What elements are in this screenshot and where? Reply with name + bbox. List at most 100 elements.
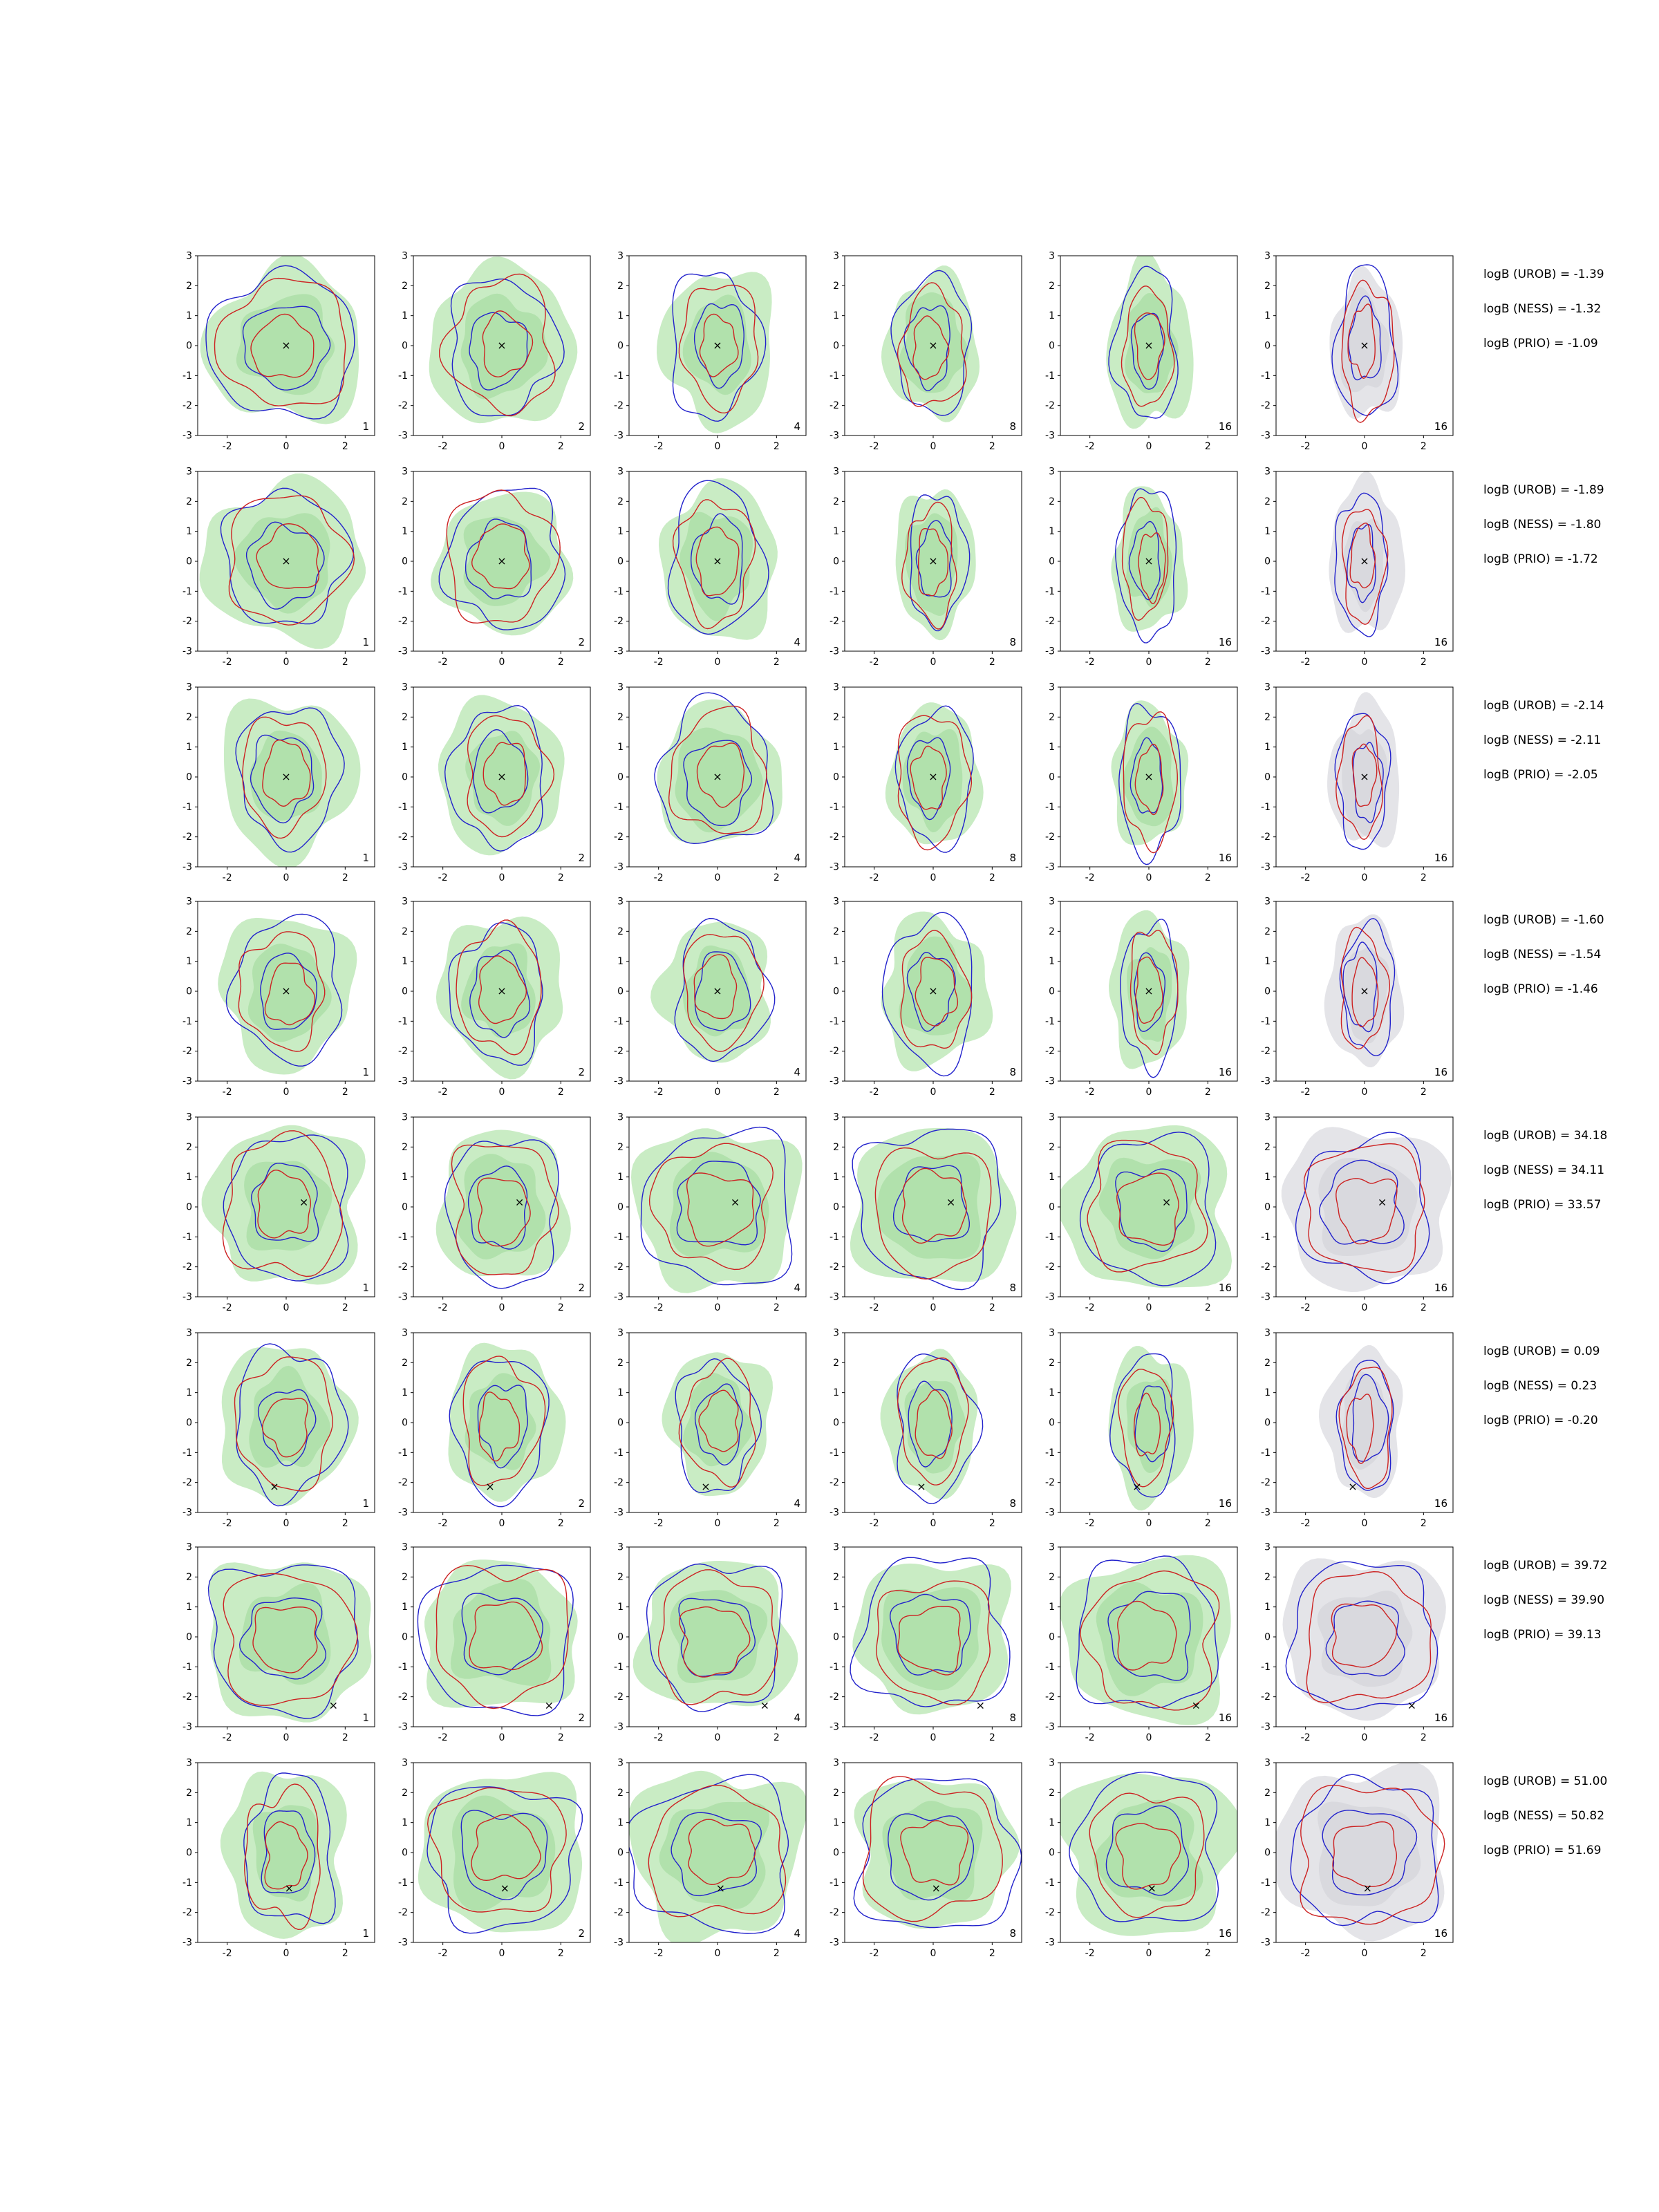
row-annotation-8: logB (UROB) = 51.00 logB (NESS) = 50.82 lo…: [1483, 1764, 1607, 1868]
y-tick-label: -3: [1045, 431, 1055, 442]
subplot-canvas: × -3 -2 -1 0 1 2 3 -2 0 2 16: [1045, 897, 1238, 1098]
x-tick-label: 2: [1421, 657, 1427, 668]
y-tick-label: 3: [1264, 1112, 1271, 1123]
x-tick-label: 2: [1421, 1087, 1427, 1098]
ness-contour-outer: [876, 1580, 991, 1706]
ness-contour-outer: [1121, 285, 1175, 407]
x-tick-label: 2: [1205, 1948, 1211, 1959]
urob-contour-inner: [1107, 1591, 1191, 1681]
y-tick-label: 0: [1264, 1632, 1271, 1643]
y-tick-label: 1: [1264, 742, 1271, 753]
y-tick-label: -2: [398, 1262, 408, 1273]
x-tick-label: 0: [1362, 657, 1368, 668]
ness-contour-outer: [427, 1787, 567, 1913]
plot-area: ×: [1276, 1763, 1445, 1942]
plot-area: ×: [1282, 1558, 1446, 1721]
y-tick-label: 0: [402, 556, 408, 568]
contour-subplot-r6c6: × -3 -2 -1 0 1 2 3 -2 0 2 16: [1244, 1326, 1460, 1539]
y-tick-label: 3: [402, 1542, 408, 1553]
logb-line: logB (PRIO) = -1.46: [1483, 982, 1598, 996]
subplot-canvas: × -3 -2 -1 0 1 2 3 -2 0 2 2: [398, 251, 591, 452]
y-tick-label: 3: [1264, 897, 1271, 908]
logb-line: logB (NESS) = 34.11: [1483, 1163, 1605, 1177]
y-tick-label: -1: [182, 586, 192, 597]
y-tick-label: 1: [617, 956, 624, 967]
row-annotation-7: logB (UROB) = 39.72 logB (NESS) = 39.90 lo…: [1483, 1548, 1607, 1652]
ness-contour-outer: [1087, 1139, 1208, 1273]
y-tick-label: 0: [833, 772, 839, 783]
truth-marker: ×: [1363, 1882, 1372, 1895]
y-tick-label: -1: [1045, 1232, 1055, 1243]
urob-contour-outer: [1339, 918, 1396, 1056]
x-tick-label: 2: [1421, 1302, 1427, 1313]
y-tick-label: 1: [1049, 1817, 1055, 1828]
ness-contour-inner: [261, 1398, 308, 1458]
subplot-canvas: × -3 -2 -1 0 1 2 3 -2 0 2 2: [398, 467, 591, 668]
x-tick-label: -2: [438, 872, 448, 883]
urob-contour-outer: [646, 1563, 783, 1712]
x-tick-label: 0: [499, 657, 505, 668]
plot-area: ×: [659, 478, 778, 640]
y-tick-label: -1: [614, 1662, 624, 1673]
logb-line: logB (UROB) = 34.18: [1483, 1129, 1608, 1143]
y-tick-label: 1: [186, 526, 192, 537]
sample-count-label: 16: [1219, 852, 1232, 864]
x-tick-label: 2: [774, 1087, 780, 1098]
y-tick-label: 1: [1264, 1172, 1271, 1183]
plot-area: ×: [1111, 486, 1188, 644]
truth-marker: ×: [1144, 770, 1153, 783]
y-tick-label: 2: [1049, 496, 1055, 507]
subplot-canvas: × -3 -2 -1 0 1 2 3 -2 0 2 2: [398, 682, 591, 883]
x-tick-label: 2: [558, 1732, 564, 1743]
x-tick-label: -2: [1301, 1302, 1311, 1313]
x-tick-label: -2: [654, 441, 664, 452]
ness-contour-outer: [862, 1776, 1003, 1922]
y-tick-label: -1: [830, 1447, 839, 1459]
y-tick-label: 2: [1049, 1358, 1055, 1369]
prior-fill-inner: [249, 1365, 330, 1468]
plot-area: ×: [1060, 1125, 1232, 1288]
sample-count-label: 16: [1434, 1927, 1447, 1940]
subplot-canvas: × -3 -2 -1 0 1 2 3 -2 0 2 8: [830, 1542, 1022, 1743]
y-tick-label: 3: [1049, 682, 1055, 693]
contour-subplot-r2c3: × -3 -2 -1 0 1 2 3 -2 0 2 4: [597, 465, 813, 677]
x-tick-label: 0: [283, 441, 290, 452]
contour-subplot-r5c4: × -3 -2 -1 0 1 2 3 -2 0 2 8: [813, 1110, 1029, 1323]
contour-subplot-r7c2: × -3 -2 -1 0 1 2 3 -2 0 2 2: [382, 1540, 597, 1753]
y-tick-label: 1: [402, 526, 408, 537]
y-tick-label: -3: [1045, 1938, 1055, 1949]
y-tick-label: -2: [614, 1907, 624, 1918]
y-tick-label: -2: [1261, 1046, 1271, 1057]
y-tick-label: 1: [1049, 310, 1055, 321]
y-tick-label: 2: [402, 1142, 408, 1153]
ness-contour-inner: [912, 315, 950, 380]
y-tick-label: -2: [1045, 1477, 1055, 1488]
prior-fill-inner: [244, 1161, 332, 1251]
y-tick-label: -1: [398, 1877, 408, 1888]
urob-contour-outer: [236, 1343, 349, 1507]
x-tick-label: 2: [1205, 1518, 1211, 1529]
y-tick-label: 1: [617, 742, 624, 753]
urob-contour-outer: [629, 1774, 789, 1934]
y-tick-label: 0: [833, 1418, 839, 1429]
row-annotation-4: logB (UROB) = -1.60 logB (NESS) = -1.54 lo…: [1483, 903, 1604, 1006]
prior-fill-inner: [1340, 287, 1390, 393]
y-tick-label: 0: [186, 341, 192, 352]
y-tick-label: 2: [617, 496, 624, 507]
sample-count-label: 8: [1009, 1497, 1016, 1510]
subplot-canvas: × -3 -2 -1 0 1 2 3 -2 0 2 16: [1261, 1758, 1454, 1959]
prior-fill-inner: [905, 513, 958, 616]
contour-subplot-r5c1: × -3 -2 -1 0 1 2 3 -2 0 2 1: [166, 1110, 382, 1323]
plot-area: ×: [850, 1127, 1017, 1291]
y-tick-label: -2: [1261, 1907, 1271, 1918]
y-tick-label: 3: [617, 1112, 624, 1123]
row-annotation-1: logB (UROB) = -1.39 logB (NESS) = -1.32 lo…: [1483, 257, 1604, 361]
subplot-canvas: × -3 -2 -1 0 1 2 3 -2 0 2 4: [614, 467, 807, 668]
y-tick-label: 2: [186, 1788, 192, 1799]
plot-area: ×: [448, 1342, 566, 1508]
y-tick-label: 2: [186, 1358, 192, 1369]
contour-subplot-r1c1: × -3 -2 -1 0 1 2 3 -2 0 2 1: [166, 249, 382, 462]
ness-contour-outer: [648, 1784, 787, 1918]
y-tick-label: 3: [1049, 1328, 1055, 1339]
plot-area: ×: [438, 695, 565, 856]
